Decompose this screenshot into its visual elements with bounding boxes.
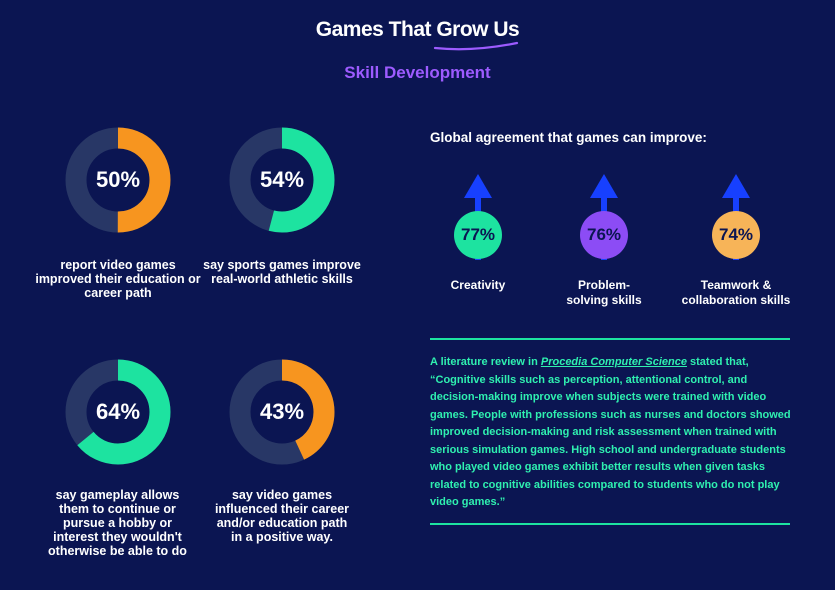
divider-top [430,338,790,340]
skill-creativity: 77% Creativity [403,172,553,322]
divider-bottom [430,523,790,525]
skill-teamwork: 74% Teamwork & collaboration skills [661,172,811,322]
skill-percent: 76% [580,211,628,259]
donut-arc [229,359,335,465]
donut-stat-4: 43% [229,359,335,465]
donut-arc [65,127,171,233]
donut-caption: say video games influenced their career … [214,488,350,544]
donut-percent: 50% [95,167,141,192]
skill-label: Problem-solving skills [566,278,642,307]
donut-stat-2: 54% [229,127,335,233]
title-underline [433,41,519,51]
skill-percent: 74% [712,211,760,259]
skill-percent: 77% [454,211,502,259]
skill-label: Creativity [450,278,506,292]
donut-caption: report video games improved their educat… [35,258,201,300]
donut-arc [65,359,171,465]
page-subtitle: Skill Development [344,63,491,82]
skill-label: Teamwork & collaboration skills [681,278,791,307]
skill-problem-solving: 76% Problem-solving skills [529,172,679,322]
quote-after-source: stated that, [686,356,749,368]
agreement-heading: Global agreement that games can improve: [430,130,707,145]
donut-percent: 43% [259,399,305,424]
donut-percent: 64% [95,399,141,424]
quote-source: Procedia Computer Science [540,356,687,368]
donut-arc [229,127,335,233]
quote-block: A literature review in Procedia Computer… [430,354,792,512]
page-title: Games That Grow Us [315,18,520,41]
donut-percent: 54% [259,167,305,192]
quote-body: “Cognitive skills such as perception, at… [430,373,791,509]
donut-caption: say sports games improve real-world athl… [203,258,361,286]
donut-stat-1: 50% [65,127,171,233]
quote-intro: A literature review in [430,356,541,368]
donut-stat-3: 64% [65,359,171,465]
donut-caption: say gameplay allows them to continue or … [48,488,187,558]
